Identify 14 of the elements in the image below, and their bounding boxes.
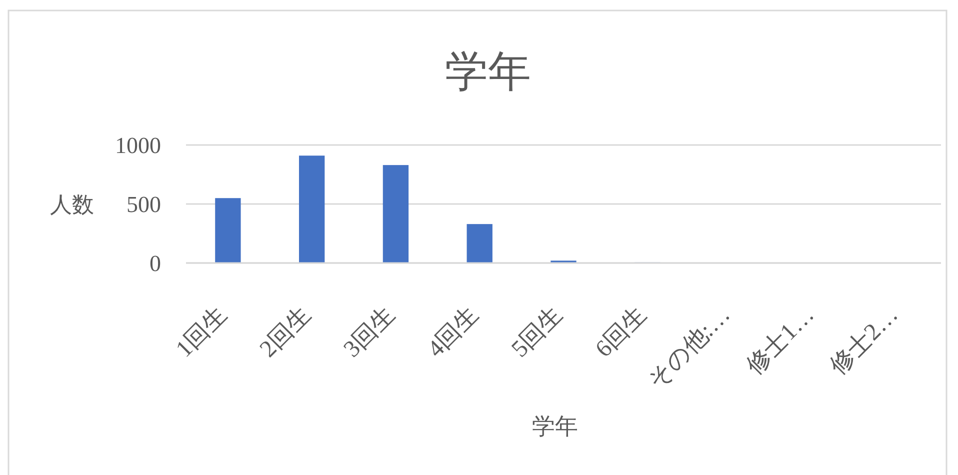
x-tick-label: 修士1… — [742, 302, 820, 380]
y-tick-label: 0 — [150, 251, 161, 276]
y-tick-label: 500 — [126, 192, 161, 217]
x-tick-label: 2回生 — [255, 302, 316, 363]
x-tick-label: 3回生 — [339, 302, 400, 363]
y-tick-label: 1000 — [115, 133, 161, 158]
x-axis-title: 学年 — [532, 414, 578, 439]
x-tick-label: 6回生 — [590, 302, 652, 363]
x-tick-label: 1回生 — [171, 302, 232, 363]
x-tick-label: 修士2… — [826, 302, 904, 380]
x-tick-label: 4回生 — [423, 302, 484, 363]
y-axis-title: 人数 — [50, 192, 94, 217]
x-tick-label: 5回生 — [506, 302, 568, 363]
chart-title: 学年 — [445, 49, 531, 96]
